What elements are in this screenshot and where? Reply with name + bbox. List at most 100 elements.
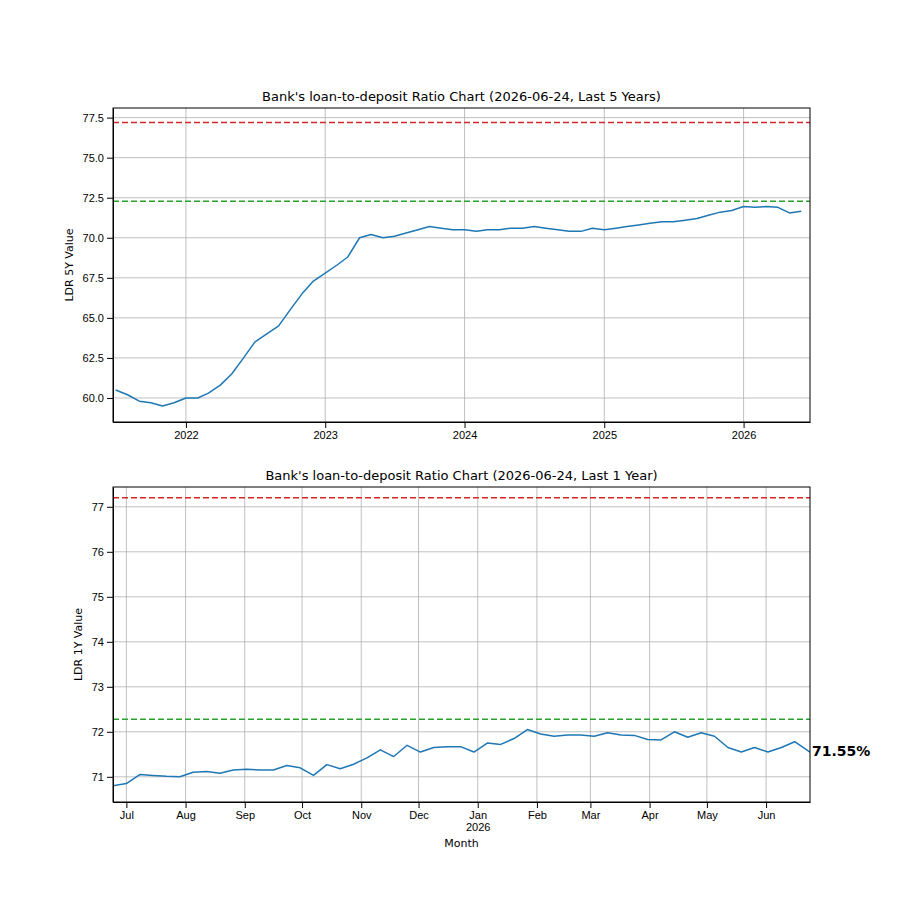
y-tick: 70.0 xyxy=(83,232,113,244)
y-axis-line xyxy=(113,488,114,803)
panel: Jul Aug Sep Oct Nov Dec Jan2026 Feb Mar Apr May Jun… xyxy=(72,468,871,850)
data-line xyxy=(116,207,802,406)
data-line xyxy=(113,730,810,786)
x-tick: Mar xyxy=(581,802,600,821)
grid-line-x xyxy=(590,487,591,802)
y-axis-title: LDR 5Y Value xyxy=(63,228,76,301)
x-tick: Feb xyxy=(528,802,547,821)
x-tick: Jul xyxy=(120,802,134,821)
y-tick-mark xyxy=(107,118,113,119)
x-tick: 2025 xyxy=(593,422,617,441)
y-tick-label: 70.0 xyxy=(83,232,104,244)
grid-line-x xyxy=(464,108,465,422)
panel: 2022 2023 2024 2025 2026 60.0 62.5 65.0 67.5 70.0… xyxy=(63,89,811,441)
y-tick-mark xyxy=(107,158,113,159)
x-tick-label: 2025 xyxy=(593,429,617,441)
x-tick-mark xyxy=(650,802,651,808)
x-tick: Oct xyxy=(294,802,311,821)
grid-line-x xyxy=(325,108,326,422)
y-axis: 71727374757677 xyxy=(92,488,114,803)
x-tick-mark xyxy=(766,802,767,808)
y-tick-mark xyxy=(107,777,113,778)
y-tick-mark xyxy=(107,398,113,399)
x-tick: Sep xyxy=(235,802,255,821)
y-tick-mark xyxy=(107,687,113,688)
x-tick-label: Jan2026 xyxy=(466,809,490,834)
x-tick: Dec xyxy=(409,802,429,821)
y-tick-mark xyxy=(107,238,113,239)
x-tick-label: Nov xyxy=(352,809,372,821)
x-tick-mark xyxy=(590,802,591,808)
x-tick-mark xyxy=(325,422,326,428)
y-tick-label: 73 xyxy=(92,681,104,693)
x-tick: Aug xyxy=(176,802,196,821)
x-tick-mark xyxy=(744,422,745,428)
grid-line-y xyxy=(113,117,810,118)
x-axis: 2022 2023 2024 2025 2026 xyxy=(114,422,811,441)
grid-line-y xyxy=(113,506,810,507)
y-axis-line xyxy=(113,109,114,423)
x-tick-mark xyxy=(361,802,362,808)
grid xyxy=(113,108,810,422)
grid-line-x xyxy=(244,487,245,802)
reference-line xyxy=(113,122,810,124)
y-tick-label: 72 xyxy=(92,726,104,738)
y-tick: 60.0 xyxy=(83,392,113,404)
grid-line-x xyxy=(706,487,707,802)
x-tick: 2022 xyxy=(174,422,198,441)
x-tick: 2026 xyxy=(732,422,756,441)
y-tick-label: 74 xyxy=(92,636,104,648)
grid xyxy=(113,487,810,802)
y-tick: 73 xyxy=(92,681,113,693)
grid-line-x xyxy=(477,487,478,802)
y-tick: 75.0 xyxy=(83,152,113,164)
y-tick-mark xyxy=(107,552,113,553)
y-tick-label: 72.5 xyxy=(83,192,104,204)
x-tick-mark xyxy=(302,802,303,808)
y-tick-label: 65.0 xyxy=(83,312,104,324)
grid-line-y xyxy=(113,237,810,238)
y-tick: 77 xyxy=(92,501,113,513)
grid-line-x xyxy=(649,487,650,802)
x-tick-label-line: 2026 xyxy=(466,821,490,833)
y-tick-label: 67.5 xyxy=(83,272,104,284)
x-tick-mark xyxy=(465,422,466,428)
chart-root: 2022 2023 2024 2025 2026 60.0 62.5 65.0 67.5 70.0… xyxy=(0,0,900,900)
y-tick-mark xyxy=(107,198,113,199)
grid-line-x xyxy=(361,487,362,802)
x-tick-label: Mar xyxy=(581,809,600,821)
y-tick: 74 xyxy=(92,636,113,648)
x-tick: Jun xyxy=(758,802,776,821)
x-tick: May xyxy=(697,802,718,821)
grid-line-x xyxy=(185,108,186,422)
grid-line-x xyxy=(302,487,303,802)
reference-line xyxy=(113,200,810,202)
y-tick-mark xyxy=(107,507,113,508)
x-tick: Nov xyxy=(352,802,372,821)
y-tick-label: 60.0 xyxy=(83,392,104,404)
x-axis-line xyxy=(114,802,811,803)
grid-line-x xyxy=(418,487,419,802)
reference-line xyxy=(113,718,810,720)
x-tick-label: 2024 xyxy=(453,429,477,441)
x-tick-mark xyxy=(478,802,479,808)
grid-line-y xyxy=(113,596,810,597)
y-tick: 67.5 xyxy=(83,272,113,284)
plot-area xyxy=(113,498,810,786)
grid-line-y xyxy=(113,317,810,318)
x-tick: 2024 xyxy=(453,422,477,441)
grid-line-y xyxy=(113,731,810,732)
background xyxy=(0,0,900,900)
y-tick-mark xyxy=(107,278,113,279)
y-tick: 72 xyxy=(92,726,113,738)
x-tick: Jan2026 xyxy=(466,802,490,833)
x-tick: Apr xyxy=(642,802,659,821)
grid-line-x xyxy=(743,108,744,422)
y-tick: 75 xyxy=(92,591,113,603)
x-tick-label: 2026 xyxy=(732,429,756,441)
chart-title: Bank's loan-to-deposit Ratio Chart (2026… xyxy=(262,89,661,104)
x-tick-label: 2023 xyxy=(313,429,337,441)
y-tick: 62.5 xyxy=(83,352,113,364)
grid-line-y xyxy=(113,277,810,278)
grid-line-y xyxy=(113,357,810,358)
